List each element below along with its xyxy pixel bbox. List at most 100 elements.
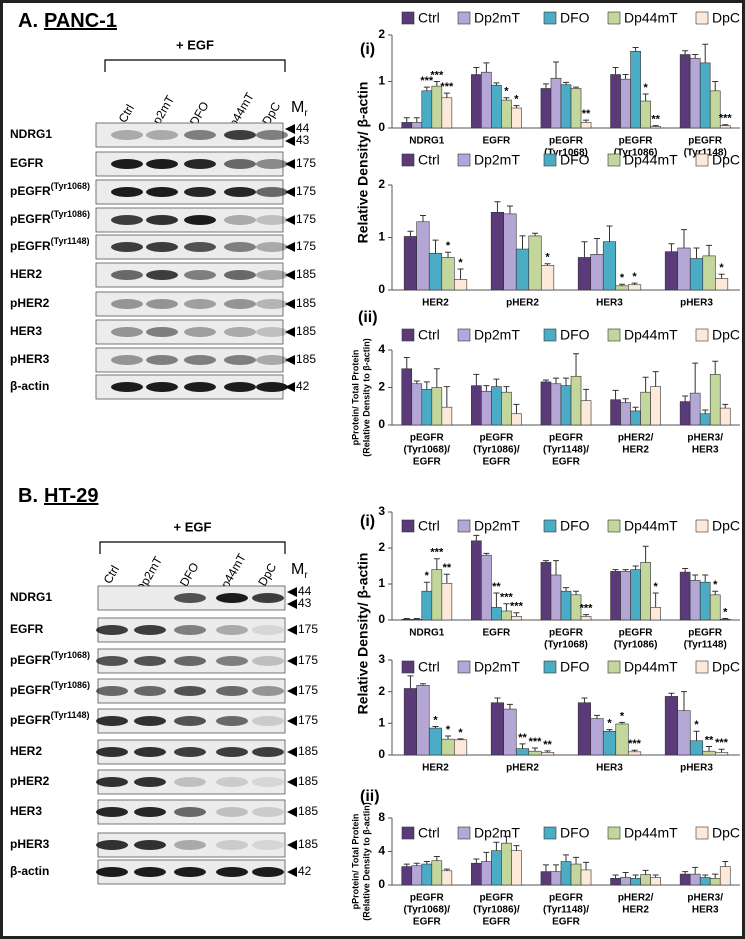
bar [401, 866, 413, 886]
x-tick-label: pEGFR [549, 433, 584, 444]
mr-value: 185 [296, 296, 316, 310]
error-bar [413, 618, 420, 620]
error-bar [722, 124, 729, 126]
blot-band [256, 242, 288, 252]
error-bar [712, 590, 719, 595]
blot-band [174, 777, 206, 787]
legend-label: DpC [712, 152, 740, 168]
row-label: HER3 [10, 804, 42, 818]
blot-band [146, 130, 178, 140]
mr-arrow [285, 355, 295, 365]
y-tick-label: 2 [378, 684, 385, 698]
bar [580, 122, 592, 129]
x-tick-label: pEGFR [688, 136, 723, 147]
error-bar [494, 201, 501, 213]
mr-arrow [287, 840, 297, 850]
mr-value: 175 [296, 184, 316, 198]
bar [441, 97, 453, 129]
legend-swatch [695, 660, 709, 674]
x-tick-label: pHER2/ [618, 433, 654, 444]
error-bar [503, 603, 510, 611]
legend-swatch [607, 826, 621, 840]
bar [403, 236, 418, 291]
blot-band [216, 625, 248, 635]
bar [620, 402, 631, 426]
y-axis-label: Relative Density/ β-actin [355, 553, 371, 715]
bar [453, 279, 468, 291]
x-tick-label: pEGFR [619, 136, 654, 147]
mr-value: 175 [298, 713, 318, 727]
error-bar [433, 558, 440, 570]
blot-band [96, 747, 128, 757]
error-bar [443, 573, 450, 584]
blot-band [184, 382, 216, 392]
error-bar [668, 243, 675, 252]
blot-band [134, 867, 166, 877]
error-bar [722, 861, 729, 867]
legend-swatch [401, 11, 415, 25]
bar [702, 255, 716, 291]
error-bar [403, 863, 410, 867]
bar [421, 90, 433, 129]
blot-band [184, 327, 216, 337]
row-name: pHER3 [10, 837, 50, 851]
row-label: pHER2 [10, 774, 50, 788]
error-bar [542, 560, 549, 563]
y-axis-label: (Relative Density to β-actin) [361, 338, 371, 457]
blot-band [174, 747, 206, 757]
bar [620, 78, 631, 129]
blot-band [146, 270, 178, 280]
error-bar [622, 569, 629, 572]
bar [627, 284, 642, 291]
y-tick-label: 1 [378, 576, 385, 590]
x-tick-label: HER3 [596, 763, 623, 774]
legend-label: Ctrl [418, 152, 440, 168]
bar [709, 374, 721, 426]
legend-label: Dp2mT [474, 518, 520, 534]
error-bar [702, 43, 709, 63]
legend-swatch [543, 660, 557, 674]
blot-band [252, 777, 284, 787]
bar [650, 126, 661, 129]
blot-band [174, 807, 206, 817]
treatment-label: + EGF [174, 519, 212, 534]
error-bar [403, 618, 410, 620]
y-axis-label: pProtein/ Total Protein [350, 350, 360, 446]
blot-band [134, 777, 166, 787]
legend-swatch [401, 826, 415, 840]
x-tick-label: pEGFR [410, 433, 445, 444]
error-bar [652, 371, 659, 387]
error-bar [542, 864, 549, 872]
significance-mark: * [458, 257, 463, 269]
bar [714, 752, 729, 756]
blot-band [256, 130, 288, 140]
error-bar [632, 565, 639, 570]
significance-mark: *** [715, 737, 729, 749]
x-tick-label: pEGFR [619, 628, 654, 639]
x-tick-label: (Tyr1068) [544, 148, 588, 159]
x-tick-label: (Tyr1086) [614, 148, 658, 159]
error-bar [702, 574, 709, 583]
legend-swatch [457, 11, 471, 25]
legend-label: DFO [560, 10, 590, 26]
panel-letter: A. [18, 10, 38, 32]
bar [471, 74, 482, 129]
legend-label: Dp44mT [624, 825, 678, 841]
blot-band [184, 215, 216, 225]
x-tick-label: pEGFR [410, 893, 445, 904]
row-label: pHER2 [10, 296, 50, 310]
error-bar [552, 377, 559, 384]
significance-mark: * [607, 718, 612, 730]
blot-band [174, 867, 206, 877]
row-name: pHER3 [10, 352, 50, 366]
error-bar [682, 395, 689, 402]
error-bar [583, 388, 590, 401]
mr-main: M [291, 99, 304, 116]
bar [615, 285, 629, 291]
significance-mark: * [694, 719, 699, 731]
blot-band [216, 593, 248, 603]
blot-band [224, 355, 256, 365]
blot-band [224, 187, 256, 197]
blot-band [252, 625, 284, 635]
significance-mark: * [458, 727, 463, 739]
